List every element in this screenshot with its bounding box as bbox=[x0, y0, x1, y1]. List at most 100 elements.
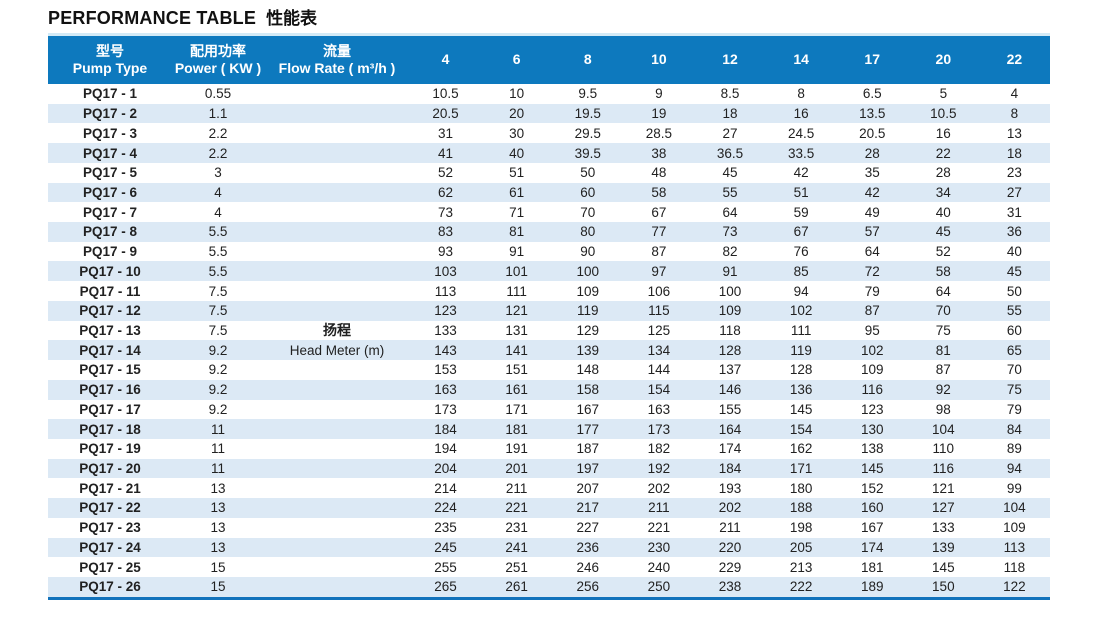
head-value-cell: 13 bbox=[1006, 125, 1022, 141]
power-cell: 13 bbox=[210, 520, 226, 536]
power-cell: 4 bbox=[214, 204, 222, 220]
head-value-cell: 45 bbox=[722, 165, 738, 181]
head-value-cell: 231 bbox=[505, 520, 528, 536]
head-value-cell: 40 bbox=[935, 204, 951, 220]
header-flow-col-6: 6 bbox=[512, 51, 521, 68]
performance-table: 型号 Pump Type 配用功率 Power ( KW ) 流量 Flow R… bbox=[48, 33, 1050, 600]
head-value-cell: 145 bbox=[789, 401, 813, 417]
head-value-cell: 48 bbox=[651, 165, 667, 181]
power-cell: 11 bbox=[210, 421, 225, 437]
power-cell: 7.5 bbox=[208, 303, 228, 319]
pump-type-cell: PQ17 - 23 bbox=[79, 520, 141, 536]
head-value-cell: 92 bbox=[935, 382, 951, 398]
head-value-cell: 240 bbox=[647, 559, 671, 575]
head-value-cell: 45 bbox=[935, 224, 951, 240]
header-flow-col-4: 4 bbox=[441, 51, 450, 68]
head-value-cell: 141 bbox=[505, 342, 528, 358]
head-value-cell: 70 bbox=[580, 204, 596, 220]
head-value-cell: 77 bbox=[651, 224, 667, 240]
head-value-cell: 171 bbox=[505, 401, 528, 417]
head-value-cell: 220 bbox=[718, 539, 742, 555]
head-value-cell: 28 bbox=[864, 145, 880, 161]
head-value-cell: 13.5 bbox=[859, 106, 886, 122]
pump-type-cell: PQ17 - 1 bbox=[82, 86, 138, 102]
head-value-cell: 211 bbox=[505, 480, 528, 496]
head-value-cell: 123 bbox=[434, 303, 457, 319]
head-value-cell: 129 bbox=[576, 322, 600, 338]
head-value-cell: 181 bbox=[860, 559, 884, 575]
head-value-cell: 174 bbox=[718, 441, 742, 457]
power-cell: 9.2 bbox=[208, 382, 228, 398]
power-cell: 15 bbox=[210, 559, 226, 575]
power-cell: 13 bbox=[210, 500, 226, 516]
head-value-cell: 192 bbox=[647, 461, 671, 477]
head-value-cell: 194 bbox=[434, 441, 457, 457]
head-value-cell: 64 bbox=[935, 283, 951, 299]
head-value-cell: 121 bbox=[505, 303, 528, 319]
head-value-cell: 73 bbox=[722, 224, 738, 240]
head-value-cell: 109 bbox=[718, 303, 742, 319]
head-value-cell: 152 bbox=[860, 480, 884, 496]
head-value-cell: 8 bbox=[797, 86, 805, 102]
head-value-cell: 102 bbox=[860, 342, 884, 358]
table-row: PQ17 - 16 9.2 163 161 158 154 146 136 116 92 75 bbox=[48, 379, 1050, 400]
pump-type-cell: PQ17 - 2 bbox=[82, 106, 138, 122]
pump-type-cell: PQ17 - 13 bbox=[79, 322, 141, 338]
page-title-en: PERFORMANCE TABLE bbox=[48, 8, 257, 28]
head-value-cell: 182 bbox=[647, 441, 671, 457]
head-value-cell: 224 bbox=[434, 500, 457, 516]
head-value-cell: 221 bbox=[647, 520, 671, 536]
table-row: PQ17 - 25 15 255 251 246 240 229 213 181 145 118 bbox=[48, 557, 1050, 577]
power-cell: 11 bbox=[210, 461, 225, 477]
pump-type-cell: PQ17 - 11 bbox=[79, 283, 141, 299]
head-value-cell: 163 bbox=[647, 401, 671, 417]
head-value-cell: 31 bbox=[1006, 204, 1022, 220]
head-value-cell: 51 bbox=[509, 165, 525, 181]
head-value-cell: 75 bbox=[935, 322, 951, 338]
head-value-cell: 181 bbox=[505, 421, 528, 437]
head-value-cell: 9 bbox=[655, 86, 663, 102]
head-value-cell: 154 bbox=[647, 382, 671, 398]
head-value-cell: 58 bbox=[935, 263, 951, 279]
head-value-cell: 38 bbox=[651, 145, 667, 161]
head-value-cell: 213 bbox=[789, 559, 813, 575]
table-row: PQ17 - 14 9.2 Head Meter (m) 143 141 139 134 12… bbox=[48, 340, 1050, 361]
head-meter-label-cell: Head Meter (m) bbox=[289, 342, 385, 358]
header-flow-rate: 流量 Flow Rate ( m³/h ) bbox=[264, 36, 410, 84]
head-value-cell: 99 bbox=[1006, 480, 1022, 496]
head-value-cell: 10.5 bbox=[432, 86, 459, 102]
head-value-cell: 64 bbox=[864, 244, 880, 260]
head-value-cell: 265 bbox=[434, 579, 457, 595]
head-value-cell: 28.5 bbox=[645, 125, 673, 141]
head-value-cell: 125 bbox=[647, 322, 671, 338]
pump-type-cell: PQ17 - 4 bbox=[82, 145, 138, 161]
head-value-cell: 251 bbox=[505, 559, 528, 575]
head-value-cell: 136 bbox=[789, 382, 813, 398]
power-cell: 7.5 bbox=[208, 283, 228, 299]
head-value-cell: 171 bbox=[789, 461, 813, 477]
head-value-cell: 36 bbox=[1006, 224, 1022, 240]
head-value-cell: 18 bbox=[722, 106, 738, 122]
head-value-cell: 55 bbox=[722, 184, 738, 200]
head-value-cell: 110 bbox=[932, 441, 955, 457]
table-row: PQ17 - 15 9.2 153 151 148 144 137 128 109 87 70 bbox=[48, 360, 1050, 380]
head-value-cell: 50 bbox=[580, 165, 596, 181]
table-row: PQ17 - 4 2.2 41 40 39.5 38 36.5 33.5 28 22 18 bbox=[48, 143, 1050, 163]
head-value-cell: 102 bbox=[789, 303, 813, 319]
head-value-cell: 230 bbox=[647, 539, 671, 555]
power-cell: 3 bbox=[214, 165, 222, 181]
head-value-cell: 104 bbox=[1003, 500, 1026, 516]
head-value-cell: 158 bbox=[576, 382, 600, 398]
head-value-cell: 116 bbox=[932, 461, 955, 477]
power-cell: 9.2 bbox=[208, 362, 228, 378]
head-value-cell: 19.5 bbox=[574, 106, 601, 122]
head-value-cell: 60 bbox=[580, 184, 596, 200]
head-value-cell: 238 bbox=[718, 579, 742, 595]
table-row: PQ17 - 6 4 62 61 60 58 55 51 42 34 27 bbox=[48, 182, 1050, 203]
power-cell: 13 bbox=[210, 539, 226, 555]
power-cell: 13 bbox=[210, 480, 226, 496]
head-value-cell: 146 bbox=[718, 382, 742, 398]
head-value-cell: 19 bbox=[651, 106, 667, 122]
power-cell: 11 bbox=[210, 441, 225, 457]
power-cell: 2.2 bbox=[208, 125, 228, 141]
